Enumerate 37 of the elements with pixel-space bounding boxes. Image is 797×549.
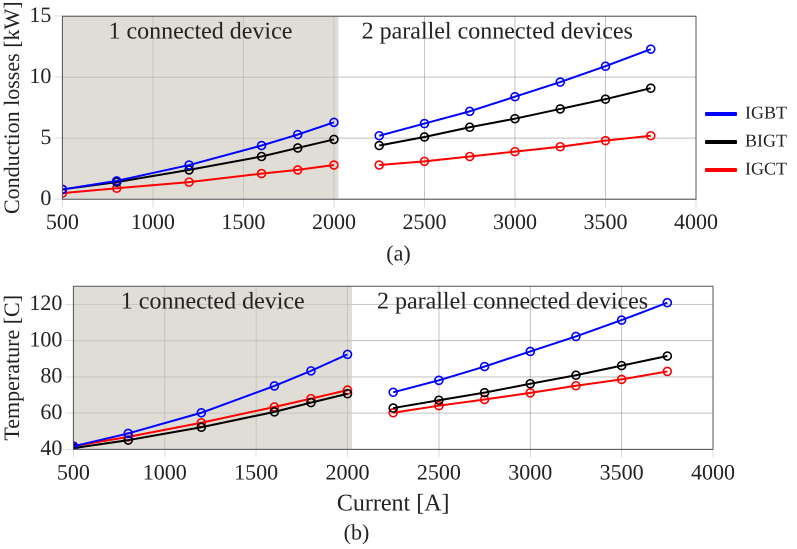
x-tick-label: 4000: [691, 459, 735, 484]
legend-label: IGBT: [745, 102, 788, 123]
x-tick-label: 3000: [508, 459, 552, 484]
y-tick-label: 60: [40, 398, 62, 424]
x-tick-label: 1500: [221, 209, 266, 234]
y-axis-title: Temperature [C]: [0, 294, 24, 441]
y-tick-label: 0: [40, 184, 52, 210]
legend-label: BIGT: [745, 130, 788, 151]
x-tick-label: 1000: [130, 209, 175, 234]
x-tick-label: 500: [56, 459, 90, 484]
x-tick-label: 3000: [492, 209, 537, 234]
x-axis-title: Current [A]: [336, 490, 450, 516]
x-tick-label: 4000: [674, 209, 718, 234]
x-tick-label: 1000: [142, 459, 187, 484]
x-tick-label: 500: [46, 209, 79, 234]
x-tick-label: 3500: [600, 459, 644, 484]
x-tick-label: 2000: [326, 459, 370, 484]
annotation: 2 parallel connected devices: [362, 18, 633, 44]
band-label: 1 connected device: [120, 288, 305, 314]
legend-label: IGCT: [745, 158, 788, 179]
text: (a): [386, 240, 411, 266]
x-tick-label: 2500: [416, 459, 461, 484]
y-tick-label: 80: [40, 362, 62, 388]
x-tick-label: 1500: [234, 459, 278, 484]
x-tick-label: 2500: [402, 209, 446, 234]
x-tick-label: 2000: [312, 209, 356, 234]
y-tick-label: 120: [29, 290, 62, 316]
x-tick-label: 3500: [583, 209, 628, 234]
annotation: 2 parallel connected devices: [376, 288, 648, 314]
y-tick-label: 100: [29, 326, 62, 352]
text: (b): [344, 520, 370, 545]
y-tick-label: 5: [40, 124, 52, 149]
band-label: 1 connected device: [108, 18, 292, 44]
y-axis-title: Conduction losses [kW]: [0, 1, 24, 214]
y-tick-label: 40: [40, 435, 62, 460]
y-tick-label: 15: [29, 2, 52, 27]
y-tick-label: 10: [29, 62, 52, 88]
